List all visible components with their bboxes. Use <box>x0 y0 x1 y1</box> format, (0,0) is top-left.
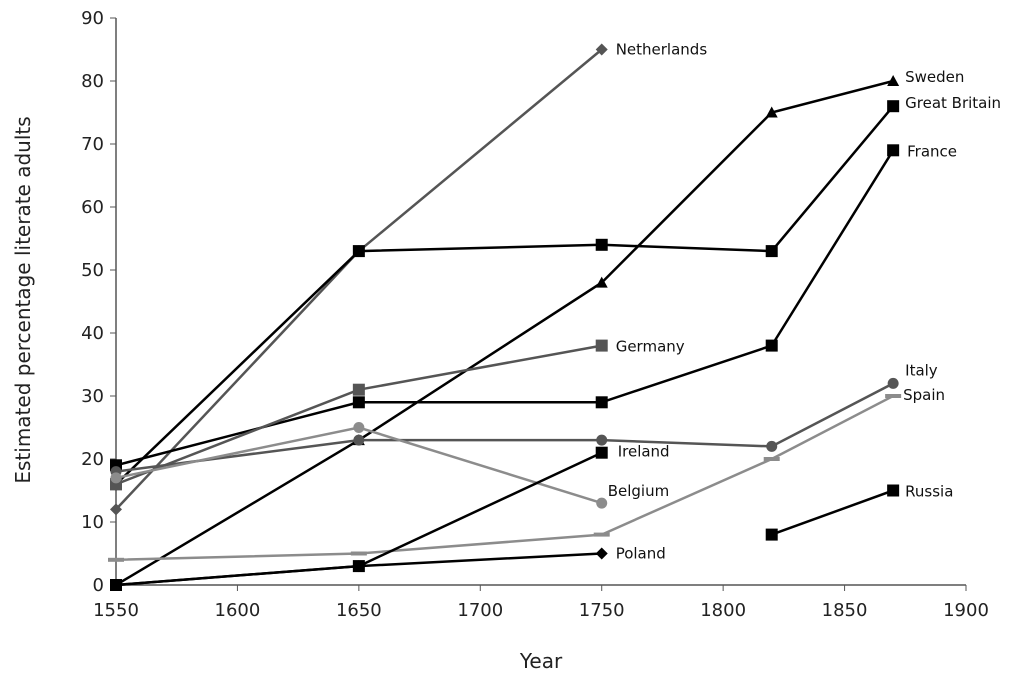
x-tick-label: 1550 <box>93 600 139 621</box>
series-label-great-britain: Great Britain <box>905 94 1001 112</box>
y-tick-label: 80 <box>81 71 104 92</box>
data-point-sweden <box>595 276 608 288</box>
data-point-spain <box>108 557 124 562</box>
x-tick-label: 1800 <box>700 600 746 621</box>
data-point-netherlands <box>110 503 122 516</box>
data-point-sweden <box>887 75 900 86</box>
series-germany <box>110 339 608 491</box>
series-label-france: France <box>907 142 957 160</box>
y-axis-title: Estimated percentage literate adults <box>11 116 35 483</box>
data-point-belgium <box>353 422 365 433</box>
x-tick-label: 1600 <box>215 600 261 621</box>
y-tick-label: 20 <box>81 449 104 470</box>
data-point-spain <box>885 394 902 398</box>
data-point-italy <box>596 434 608 446</box>
data-point-great-britain <box>765 245 778 258</box>
data-point-russia <box>765 528 778 541</box>
series-label-ireland: Ireland <box>618 443 670 461</box>
data-point-france <box>765 339 778 352</box>
y-tick-label: 0 <box>93 575 104 596</box>
y-tick-label: 90 <box>81 8 104 29</box>
data-point-germany <box>595 339 608 352</box>
data-point-italy <box>887 377 899 389</box>
series-label-poland: Poland <box>616 545 666 563</box>
series-label-italy: Italy <box>905 361 938 379</box>
x-axis-title: Year <box>519 649 563 673</box>
data-point-belgium <box>596 497 608 509</box>
y-tick-label: 10 <box>81 512 104 533</box>
data-point-italy <box>766 440 778 452</box>
series-poland <box>110 547 608 591</box>
series-line-france <box>115 149 895 467</box>
data-point-france <box>352 396 365 409</box>
data-point-great-britain <box>352 245 365 258</box>
x-tick-label: 1850 <box>822 600 868 621</box>
series-label-spain: Spain <box>903 386 945 404</box>
y-tick-label: 50 <box>81 260 104 281</box>
data-point-poland <box>352 560 365 573</box>
series-label-sweden: Sweden <box>905 68 964 86</box>
series-label-russia: Russia <box>905 483 953 501</box>
data-point-belgium <box>110 472 122 484</box>
series-line-great-britain <box>115 105 895 486</box>
data-point-great-britain <box>887 100 900 113</box>
data-point-spain <box>593 532 610 537</box>
series-label-netherlands: Netherlands <box>616 41 708 59</box>
data-point-ireland <box>595 446 608 459</box>
data-point-france <box>887 144 900 157</box>
series-label-belgium: Belgium <box>608 482 670 500</box>
x-tick-label: 1900 <box>943 600 989 621</box>
series-italy <box>110 377 899 478</box>
y-tick-label: 60 <box>81 197 104 218</box>
y-tick-label: 40 <box>81 323 104 344</box>
x-tick-label: 1700 <box>457 600 503 621</box>
series-great-britain <box>110 100 900 491</box>
data-point-italy <box>353 434 365 446</box>
series-line-russia <box>771 489 894 536</box>
data-point-spain <box>350 551 367 556</box>
series-label-germany: Germany <box>616 338 685 356</box>
data-point-russia <box>887 484 900 497</box>
data-point-sweden <box>765 106 778 118</box>
data-point-germany <box>352 383 365 396</box>
data-point-poland <box>110 579 122 591</box>
data-point-spain <box>763 457 780 461</box>
data-point-netherlands <box>595 43 608 56</box>
data-point-france <box>595 396 608 409</box>
data-point-great-britain <box>595 238 608 251</box>
x-tick-label: 1750 <box>579 600 625 621</box>
x-tick-label: 1650 <box>336 600 382 621</box>
y-tick-label: 70 <box>81 134 104 155</box>
series-spain <box>108 394 902 562</box>
data-point-poland <box>595 547 608 560</box>
series-france <box>110 144 900 472</box>
series-belgium <box>110 422 608 509</box>
series-line-sweden <box>115 79 894 587</box>
y-tick-label: 30 <box>81 386 104 407</box>
series-russia <box>765 484 900 541</box>
